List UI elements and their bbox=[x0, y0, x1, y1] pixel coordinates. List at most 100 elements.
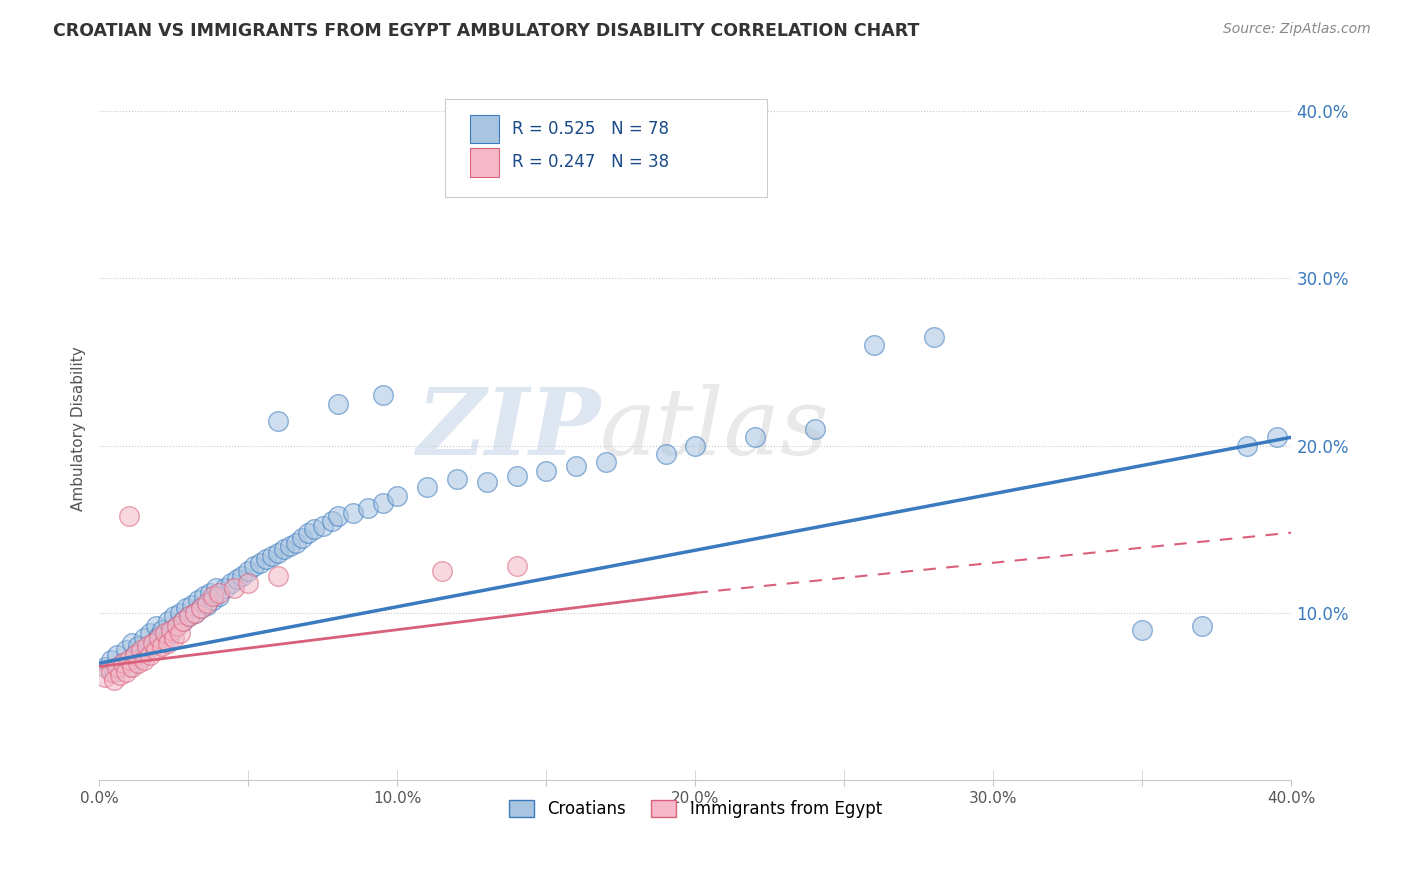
Point bbox=[356, 500, 378, 515]
Point bbox=[184, 606, 207, 620]
Point bbox=[222, 581, 245, 595]
Point bbox=[177, 609, 200, 624]
Point bbox=[121, 636, 143, 650]
Point bbox=[208, 589, 231, 603]
Point bbox=[595, 455, 617, 469]
Point bbox=[475, 475, 498, 490]
Point bbox=[100, 653, 122, 667]
Point bbox=[387, 489, 409, 503]
Point bbox=[184, 606, 207, 620]
Point bbox=[112, 656, 135, 670]
Point bbox=[654, 447, 676, 461]
Point bbox=[115, 665, 138, 679]
Point bbox=[195, 596, 218, 610]
Point bbox=[169, 626, 191, 640]
Point bbox=[115, 642, 138, 657]
Point bbox=[150, 640, 173, 654]
Point bbox=[174, 601, 197, 615]
Point bbox=[145, 619, 167, 633]
Point bbox=[136, 642, 159, 657]
Point bbox=[94, 659, 117, 673]
Point bbox=[312, 519, 335, 533]
Point bbox=[166, 619, 188, 633]
Text: ZIP: ZIP bbox=[416, 384, 600, 474]
Point bbox=[243, 559, 266, 574]
Point bbox=[249, 556, 271, 570]
Point bbox=[1132, 623, 1154, 637]
Point bbox=[291, 531, 314, 545]
Point bbox=[142, 636, 165, 650]
Point bbox=[142, 636, 165, 650]
FancyBboxPatch shape bbox=[446, 98, 766, 197]
Point bbox=[219, 575, 242, 590]
Point bbox=[326, 508, 349, 523]
Point bbox=[238, 575, 260, 590]
Point bbox=[193, 589, 215, 603]
Point bbox=[129, 642, 152, 657]
Point bbox=[118, 659, 141, 673]
Text: atlas: atlas bbox=[600, 384, 830, 474]
Point bbox=[100, 665, 122, 679]
Point bbox=[505, 559, 527, 574]
Point bbox=[134, 653, 156, 667]
Point bbox=[267, 569, 290, 583]
Point bbox=[110, 668, 132, 682]
Point bbox=[127, 656, 149, 670]
Text: R = 0.525   N = 78: R = 0.525 N = 78 bbox=[512, 120, 669, 137]
Point bbox=[180, 598, 202, 612]
Point bbox=[139, 626, 162, 640]
Point bbox=[1191, 619, 1213, 633]
Point bbox=[195, 598, 218, 612]
Point bbox=[201, 592, 224, 607]
Point bbox=[145, 642, 167, 657]
Point bbox=[190, 601, 212, 615]
Point bbox=[156, 636, 179, 650]
Point bbox=[803, 422, 825, 436]
Point bbox=[124, 648, 146, 662]
Point bbox=[273, 542, 295, 557]
Point bbox=[505, 468, 527, 483]
Point bbox=[156, 615, 179, 629]
Point bbox=[129, 651, 152, 665]
Legend: Croatians, Immigrants from Egypt: Croatians, Immigrants from Egypt bbox=[502, 793, 889, 825]
Point bbox=[153, 634, 176, 648]
Point bbox=[177, 609, 200, 624]
Text: R = 0.247   N = 38: R = 0.247 N = 38 bbox=[512, 153, 669, 171]
Point bbox=[326, 397, 349, 411]
Point bbox=[163, 609, 186, 624]
Point bbox=[160, 623, 183, 637]
Point bbox=[446, 472, 468, 486]
Text: Source: ZipAtlas.com: Source: ZipAtlas.com bbox=[1223, 22, 1371, 37]
Point bbox=[163, 631, 186, 645]
Point bbox=[103, 665, 125, 679]
FancyBboxPatch shape bbox=[470, 148, 499, 177]
Point bbox=[121, 659, 143, 673]
Point bbox=[118, 653, 141, 667]
Point bbox=[565, 458, 588, 473]
Point bbox=[262, 549, 284, 563]
Point bbox=[94, 669, 117, 683]
Point bbox=[297, 525, 319, 540]
Point bbox=[190, 601, 212, 615]
Y-axis label: Ambulatory Disability: Ambulatory Disability bbox=[72, 346, 86, 511]
Point bbox=[201, 589, 224, 603]
Point bbox=[231, 569, 253, 583]
Point bbox=[127, 640, 149, 654]
Point bbox=[136, 640, 159, 654]
Point bbox=[112, 656, 135, 670]
Point bbox=[416, 480, 439, 494]
Point bbox=[204, 581, 226, 595]
Point bbox=[134, 631, 156, 645]
Point bbox=[278, 539, 301, 553]
Point bbox=[321, 514, 343, 528]
Point bbox=[744, 430, 766, 444]
Point bbox=[342, 506, 364, 520]
Point bbox=[685, 439, 707, 453]
Point bbox=[169, 606, 191, 620]
Point bbox=[198, 586, 221, 600]
Point bbox=[536, 464, 558, 478]
Point bbox=[103, 673, 125, 687]
Text: CROATIAN VS IMMIGRANTS FROM EGYPT AMBULATORY DISABILITY CORRELATION CHART: CROATIAN VS IMMIGRANTS FROM EGYPT AMBULA… bbox=[53, 22, 920, 40]
Point bbox=[267, 546, 290, 560]
Point bbox=[148, 629, 170, 643]
